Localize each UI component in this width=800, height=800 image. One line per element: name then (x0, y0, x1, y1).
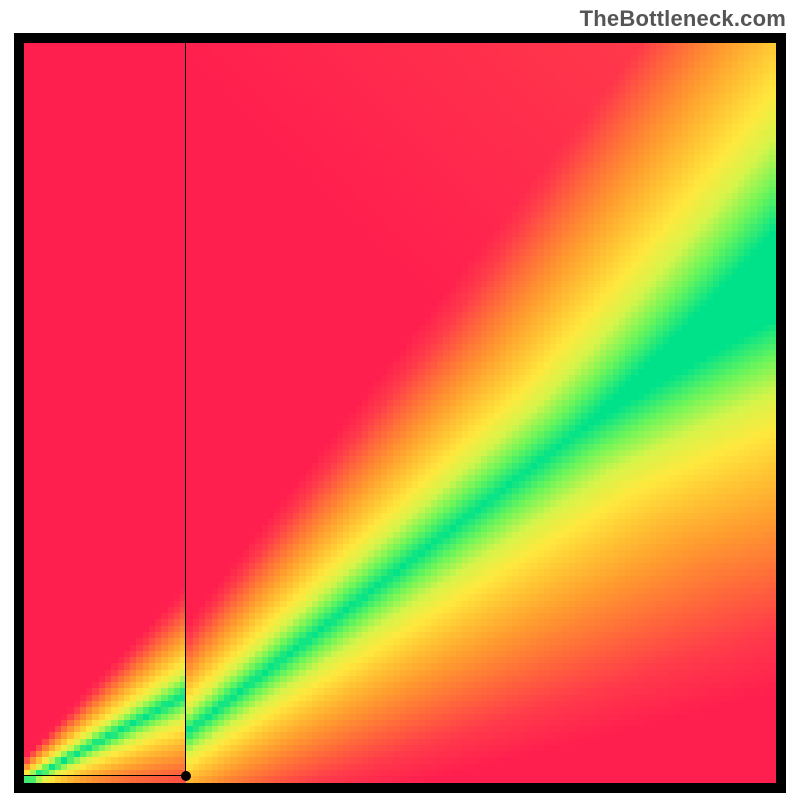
heatmap-canvas (24, 43, 776, 783)
crosshair-marker (181, 771, 191, 781)
watermark-text: TheBottleneck.com (580, 6, 786, 32)
chart-container: TheBottleneck.com (0, 0, 800, 800)
crosshair-horizontal (24, 775, 186, 776)
crosshair-vertical (185, 43, 186, 776)
plot-area (24, 43, 776, 783)
chart-frame (14, 33, 786, 793)
